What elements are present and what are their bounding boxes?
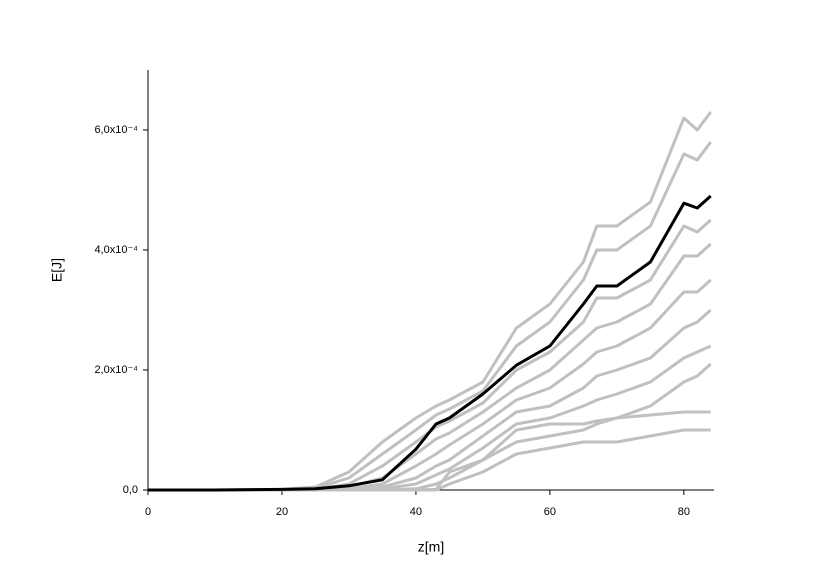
y-tick-label: 0,0: [123, 484, 138, 496]
series-line: [148, 308, 712, 492]
series-line: [148, 278, 712, 492]
x-tick-label: 80: [678, 506, 690, 518]
x-axis-title: z[m]: [418, 539, 444, 555]
x-tick-label: 60: [544, 506, 556, 518]
y-tick-label: 6,0x10⁻⁴: [94, 124, 138, 136]
y-axis-title: E[J]: [49, 258, 65, 282]
series-line: [148, 428, 711, 492]
y-tick-label: 4,0x10⁻⁴: [94, 244, 138, 256]
series-line: [148, 194, 712, 492]
x-tick-label: 40: [410, 506, 422, 518]
x-tick-label: 0: [145, 506, 151, 518]
y-tick-label: 2,0x10⁻⁴: [94, 364, 138, 376]
series-line: [148, 218, 712, 492]
x-tick-label: 20: [276, 506, 288, 518]
